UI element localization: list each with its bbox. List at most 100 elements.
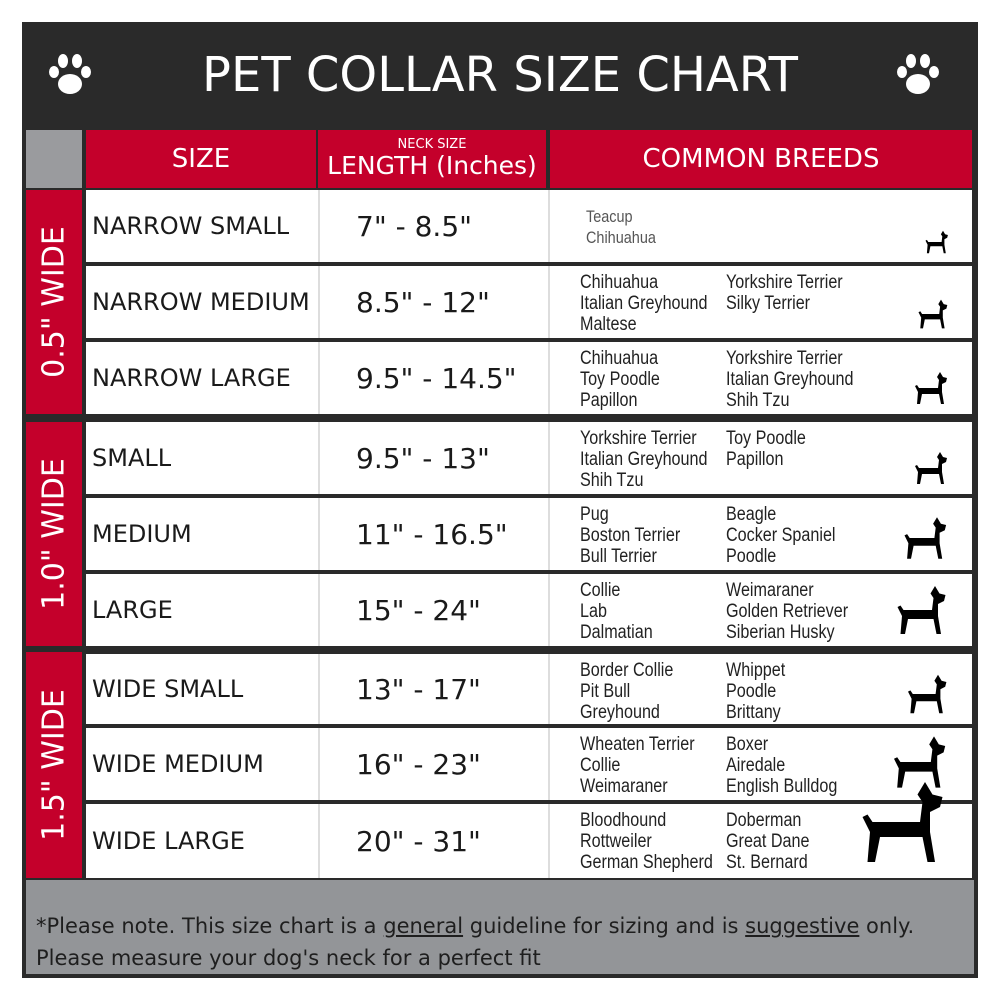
note-suggestive: suggestive	[745, 914, 860, 938]
note-text: guideline for sizing and is	[463, 914, 746, 938]
size-row: NARROW MEDIUM 8.5" - 12" Chihuahua Italia…	[86, 266, 972, 338]
breeds-cell: Chihuahua Italian Greyhound Maltese Yorksh…	[548, 266, 972, 338]
breed: Great Dane	[726, 831, 810, 852]
breeds-cell: Teacup Chihuahua	[548, 190, 972, 262]
header-corner	[26, 130, 82, 188]
chart-title: PET COLLAR SIZE CHART	[202, 47, 798, 103]
note-line2: Please measure your dog's neck for a per…	[36, 946, 541, 970]
dog-silhouette-icon	[897, 586, 946, 634]
neck-length: 11" - 16.5"	[318, 498, 546, 570]
breed: Cocker Spaniel	[726, 525, 836, 546]
size-name: NARROW SMALL	[86, 190, 316, 262]
header-size: SIZE	[86, 130, 316, 188]
breed: Border Collie	[580, 660, 674, 681]
breeds-cell: Pug Boston Terrier Bull Terrier Beagle Cock…	[548, 498, 972, 570]
size-row: WIDE SMALL 13" - 17" Border Collie Pit Bu…	[86, 654, 972, 724]
header-length-label: LENGTH (Inches)	[327, 151, 537, 180]
group-band: 1.5" WIDE	[26, 652, 82, 878]
breeds-left: Chihuahua Toy Poodle Papillon	[580, 348, 660, 411]
breed: Shih Tzu	[726, 390, 790, 411]
breed: Italian Greyhound	[580, 449, 708, 470]
dog-silhouette-icon	[908, 674, 947, 714]
breed: Boxer	[726, 734, 769, 755]
size-name: SMALL	[86, 422, 316, 494]
neck-length: 8.5" - 12"	[318, 266, 546, 338]
breed: Yorkshire Terrier	[726, 348, 843, 369]
dog-silhouette-icon	[915, 372, 947, 404]
breeds-right: Yorkshire Terrier Silky Terrier	[726, 272, 843, 314]
breed: Italian Greyhound	[580, 293, 708, 314]
breeds-left: Teacup Chihuahua	[586, 206, 656, 248]
size-name: NARROW LARGE	[86, 342, 316, 414]
group-label: 1.0" WIDE	[36, 458, 72, 610]
paw-icon	[897, 54, 939, 94]
neck-length: 9.5" - 14.5"	[318, 342, 546, 414]
breed: Greyhound	[580, 702, 660, 723]
size-row: WIDE MEDIUM 16" - 23" Wheaten Terrier Col…	[86, 728, 972, 800]
size-row: LARGE 15" - 24" Collie Lab Dalmatian Weima…	[86, 574, 972, 646]
note-text: *Please note. This size chart is a	[36, 914, 384, 938]
breed: Teacup	[586, 207, 633, 226]
dog-silhouette-icon	[915, 452, 947, 484]
breed: Airedale	[726, 755, 786, 776]
breed: Papillon	[726, 449, 784, 470]
neck-length: 16" - 23"	[318, 728, 546, 800]
breeds-left: Bloodhound Rottweiler German Shepherd	[580, 810, 713, 873]
breed: Maltese	[580, 314, 637, 335]
neck-length: 7" - 8.5"	[318, 190, 546, 262]
breed: Chihuahua	[580, 348, 659, 369]
breed: Pug	[580, 504, 609, 525]
header-neck-size: NECK SIZE	[397, 137, 467, 152]
group-band: 0.5" WIDE	[26, 190, 82, 414]
dog-silhouette-icon	[862, 782, 943, 862]
neck-length: 13" - 17"	[318, 654, 546, 724]
breeds-cell: Collie Lab Dalmatian Weimaraner Golden Retr…	[548, 574, 972, 646]
size-name: MEDIUM	[86, 498, 316, 570]
breed: Weimaraner	[726, 580, 814, 601]
breed: Bloodhound	[580, 810, 667, 831]
neck-length: 9.5" - 13"	[318, 422, 546, 494]
breeds-cell: Yorkshire Terrier Italian Greyhound Shih T…	[548, 422, 972, 494]
breed: St. Bernard	[726, 852, 808, 873]
breed: Boston Terrier	[580, 525, 681, 546]
breed: Doberman	[726, 810, 802, 831]
size-name: NARROW MEDIUM	[86, 266, 316, 338]
breeds-left: Collie Lab Dalmatian	[580, 580, 653, 643]
size-row: NARROW LARGE 9.5" - 14.5" Chihuahua Toy P…	[86, 342, 972, 414]
breed: Wheaten Terrier	[580, 734, 695, 755]
breed: Dalmatian	[580, 622, 653, 643]
footer-note: *Please note. This size chart is a gener…	[26, 880, 974, 974]
breed: German Shepherd	[580, 852, 713, 873]
breed: Collie	[580, 580, 621, 601]
breed: Yorkshire Terrier	[580, 428, 697, 449]
breeds-left: Border Collie Pit Bull Greyhound	[580, 660, 673, 723]
breed: Weimaraner	[580, 776, 668, 797]
breed: Toy Poodle	[580, 369, 660, 390]
paw-icon	[49, 54, 91, 94]
breed: Rottweiler	[580, 831, 652, 852]
breed: Beagle	[726, 504, 777, 525]
size-name: WIDE SMALL	[86, 654, 316, 724]
size-row: MEDIUM 11" - 16.5" Pug Boston Terrier Bull…	[86, 498, 972, 570]
note-text: only.	[859, 914, 915, 938]
breeds-cell: Bloodhound Rottweiler German Shepherd Dobe…	[548, 782, 972, 878]
breeds-cell: Border Collie Pit Bull Greyhound Whippet Po…	[548, 654, 972, 724]
breeds-right: Whippet Poodle Brittany	[726, 660, 785, 723]
size-name: LARGE	[86, 574, 316, 646]
note-general: general	[383, 914, 464, 938]
breeds-right: Yorkshire Terrier Italian Greyhound Shih T…	[726, 348, 854, 411]
breeds-left: Pug Boston Terrier Bull Terrier	[580, 504, 680, 567]
header-length: NECK SIZE LENGTH (Inches)	[318, 130, 546, 188]
dog-silhouette-icon	[894, 736, 946, 788]
dog-silhouette-icon	[918, 299, 948, 329]
breeds-cell: Wheaten Terrier Collie Weimaraner Boxer Air…	[548, 728, 972, 800]
breed: Chihuahua	[580, 272, 659, 293]
breed: Chihuahua	[586, 228, 656, 247]
breeds-left: Wheaten Terrier Collie Weimaraner	[580, 734, 695, 797]
size-row: SMALL 9.5" - 13" Yorkshire Terrier Italia…	[86, 422, 972, 494]
breed: Pit Bull	[580, 681, 631, 702]
size-name: WIDE LARGE	[86, 804, 316, 878]
neck-length: 15" - 24"	[318, 574, 546, 646]
breeds-right: Weimaraner Golden Retriever Siberian Husky	[726, 580, 848, 643]
neck-length: 20" - 31"	[318, 804, 546, 878]
